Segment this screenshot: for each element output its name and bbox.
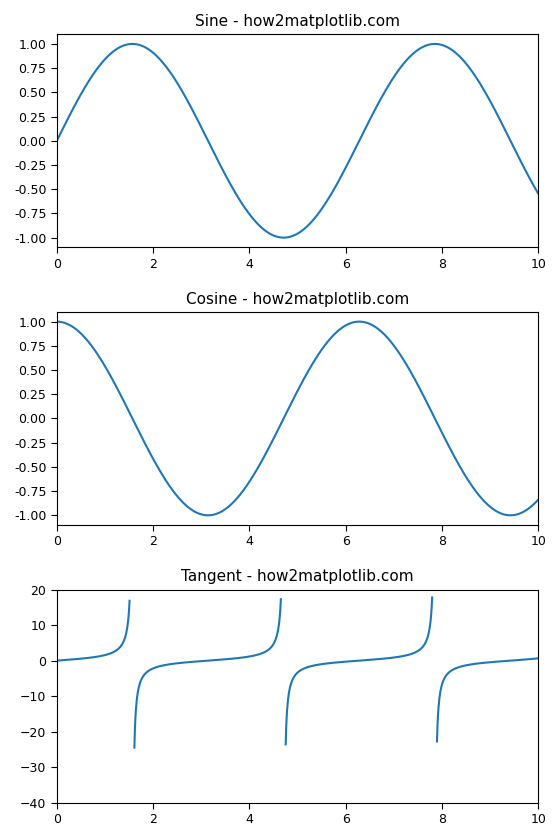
Title: Tangent - how2matplotlib.com: Tangent - how2matplotlib.com: [181, 570, 414, 585]
Title: Cosine - how2matplotlib.com: Cosine - how2matplotlib.com: [186, 291, 409, 307]
Title: Sine - how2matplotlib.com: Sine - how2matplotlib.com: [195, 14, 400, 29]
